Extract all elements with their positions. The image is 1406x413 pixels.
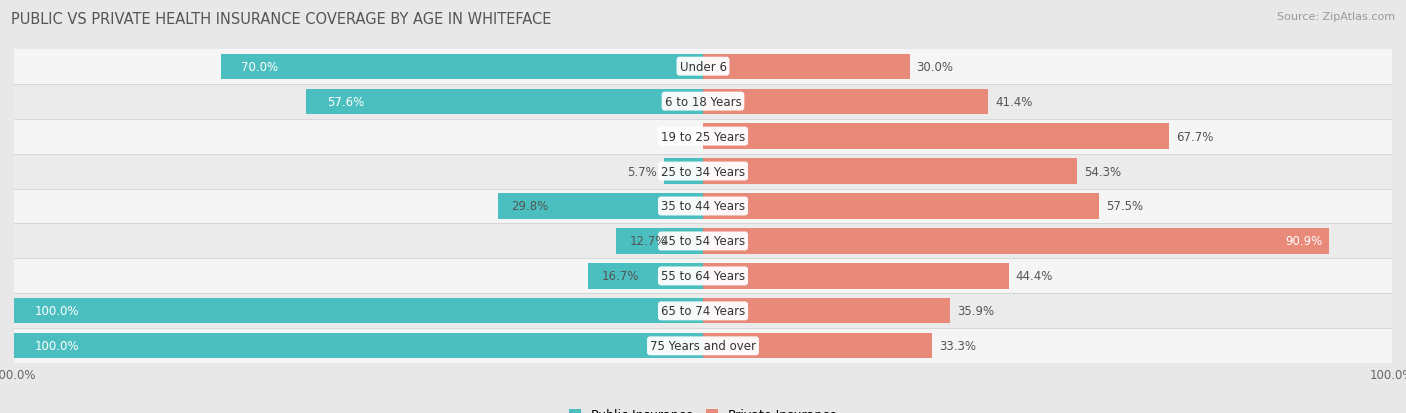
FancyBboxPatch shape (616, 229, 703, 254)
FancyBboxPatch shape (703, 299, 950, 324)
Text: 33.3%: 33.3% (939, 339, 976, 352)
Text: 57.5%: 57.5% (1107, 200, 1143, 213)
Text: Source: ZipAtlas.com: Source: ZipAtlas.com (1277, 12, 1395, 22)
FancyBboxPatch shape (14, 294, 1392, 329)
FancyBboxPatch shape (498, 194, 703, 219)
FancyBboxPatch shape (703, 333, 932, 358)
FancyBboxPatch shape (14, 299, 703, 324)
Text: 5.7%: 5.7% (627, 165, 657, 178)
FancyBboxPatch shape (14, 84, 1392, 119)
FancyBboxPatch shape (703, 159, 1077, 184)
Text: 57.6%: 57.6% (326, 95, 364, 108)
Text: 75 Years and over: 75 Years and over (650, 339, 756, 352)
Text: 19 to 25 Years: 19 to 25 Years (661, 130, 745, 143)
Text: Under 6: Under 6 (679, 61, 727, 74)
FancyBboxPatch shape (703, 229, 1329, 254)
FancyBboxPatch shape (14, 189, 1392, 224)
Text: 41.4%: 41.4% (995, 95, 1032, 108)
Text: 12.7%: 12.7% (630, 235, 666, 248)
Text: 30.0%: 30.0% (917, 61, 953, 74)
Text: 29.8%: 29.8% (512, 200, 548, 213)
FancyBboxPatch shape (664, 159, 703, 184)
Text: 100.0%: 100.0% (35, 339, 79, 352)
FancyBboxPatch shape (14, 224, 1392, 259)
Text: 35 to 44 Years: 35 to 44 Years (661, 200, 745, 213)
FancyBboxPatch shape (14, 50, 1392, 84)
Legend: Public Insurance, Private Insurance: Public Insurance, Private Insurance (564, 404, 842, 413)
FancyBboxPatch shape (307, 89, 703, 114)
Text: 6 to 18 Years: 6 to 18 Years (665, 95, 741, 108)
Text: PUBLIC VS PRIVATE HEALTH INSURANCE COVERAGE BY AGE IN WHITEFACE: PUBLIC VS PRIVATE HEALTH INSURANCE COVER… (11, 12, 551, 27)
Text: 100.0%: 100.0% (35, 305, 79, 318)
FancyBboxPatch shape (14, 154, 1392, 189)
Text: 70.0%: 70.0% (242, 61, 278, 74)
FancyBboxPatch shape (703, 263, 1010, 289)
Text: 16.7%: 16.7% (602, 270, 640, 283)
Text: 54.3%: 54.3% (1084, 165, 1121, 178)
FancyBboxPatch shape (14, 119, 1392, 154)
Text: 90.9%: 90.9% (1285, 235, 1323, 248)
Text: 44.4%: 44.4% (1015, 270, 1053, 283)
Text: 55 to 64 Years: 55 to 64 Years (661, 270, 745, 283)
FancyBboxPatch shape (14, 333, 703, 358)
Text: 45 to 54 Years: 45 to 54 Years (661, 235, 745, 248)
FancyBboxPatch shape (588, 263, 703, 289)
FancyBboxPatch shape (703, 55, 910, 80)
FancyBboxPatch shape (703, 124, 1170, 150)
FancyBboxPatch shape (221, 55, 703, 80)
Text: 25 to 34 Years: 25 to 34 Years (661, 165, 745, 178)
Text: 65 to 74 Years: 65 to 74 Years (661, 305, 745, 318)
Text: 67.7%: 67.7% (1177, 130, 1213, 143)
FancyBboxPatch shape (14, 259, 1392, 294)
Text: 35.9%: 35.9% (957, 305, 994, 318)
FancyBboxPatch shape (14, 329, 1392, 363)
FancyBboxPatch shape (703, 194, 1099, 219)
FancyBboxPatch shape (703, 89, 988, 114)
